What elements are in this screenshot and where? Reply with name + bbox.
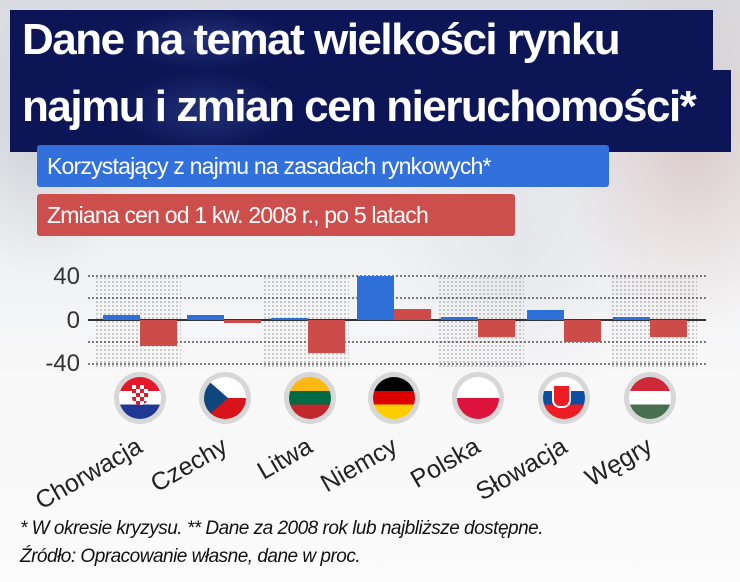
y-tick-40: 40: [53, 263, 80, 290]
x-label-wegry: Węgry: [580, 431, 657, 493]
y-tick-minus-40: -40: [45, 350, 80, 377]
rental-bar-4: [441, 316, 478, 320]
gridline-minus-20: [88, 341, 706, 343]
rental-bar-0: [103, 314, 140, 320]
footnote-definitions: * W okresie kryzysu. ** Dane za 2008 rok…: [20, 518, 544, 539]
gridline-minus-40: [88, 363, 706, 365]
chart-title-line-1: Dane na temat wielkości rynku: [10, 10, 713, 70]
czech-flag-icon: [199, 372, 251, 424]
footnote-source: Źródło: Opracowanie własne, dane w proc.: [20, 546, 361, 567]
legend-item-rental-users: Korzystający z najmu na zasadach rynkowy…: [37, 145, 609, 187]
price-change-bar-1: [224, 320, 261, 324]
gridline-40: [88, 275, 706, 277]
x-label-chorwacja: Chorwacja: [30, 431, 147, 516]
chart-title-line-2: najmu i zmian cen nieruchomości*: [10, 70, 731, 152]
price-change-bar-4: [478, 320, 515, 337]
zero-axis-line: [88, 319, 706, 321]
hungary-flag-icon: [624, 372, 676, 424]
croatia-flag-icon: [114, 372, 166, 424]
rental-bar-2: [271, 317, 308, 320]
bar-chart-plot-area: [88, 270, 708, 370]
x-label-litwa: Litwa: [252, 431, 317, 486]
rental-bar-3: [357, 276, 394, 320]
germany-flag-icon: [368, 372, 420, 424]
poland-flag-icon: [452, 372, 504, 424]
legend-item-price-change: Zmiana cen od 1 kw. 2008 r., po 5 latach: [37, 194, 515, 236]
y-tick-0: 0: [66, 307, 80, 334]
price-change-bar-3: [394, 309, 431, 320]
x-label-niemcy: Niemcy: [315, 431, 402, 498]
slovakia-flag-icon: [538, 372, 590, 424]
price-change-bar-0: [140, 320, 177, 347]
rental-bar-5: [527, 310, 564, 320]
lithuania-flag-icon: [284, 372, 336, 424]
price-change-bar-2: [308, 320, 345, 353]
price-change-bar-5: [564, 320, 601, 342]
rental-bar-6: [613, 316, 650, 320]
x-label-czechy: Czechy: [145, 431, 232, 498]
price-change-bar-6: [650, 320, 687, 337]
gridline-20: [88, 297, 706, 299]
rental-bar-1: [187, 314, 224, 320]
x-label-slowacja: Słowacja: [471, 431, 572, 507]
